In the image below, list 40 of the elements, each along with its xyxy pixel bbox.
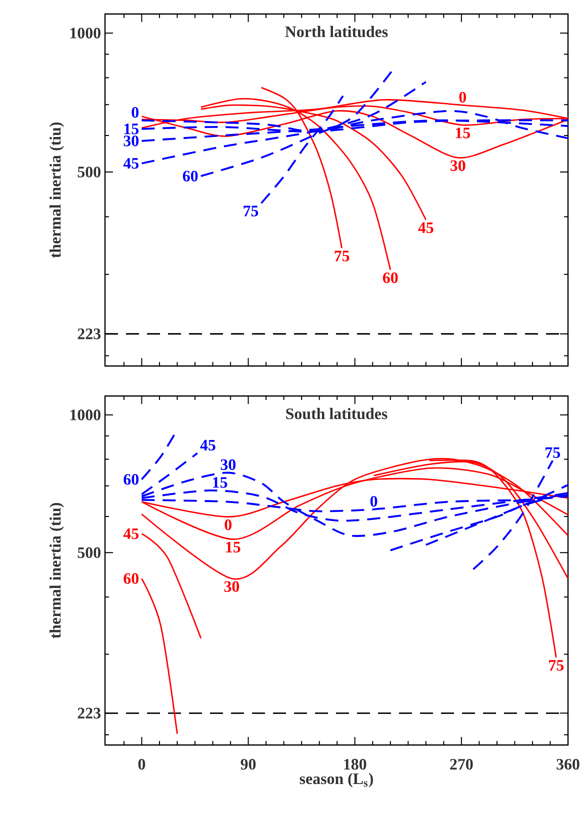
y-tick-label: 500 xyxy=(78,547,100,558)
series-label: 60 xyxy=(382,272,398,284)
x-tick-label: 90 xyxy=(240,758,256,770)
series-label: 60 xyxy=(182,170,198,182)
y-tick-label: 1000 xyxy=(70,410,100,420)
series-label: 75 xyxy=(244,206,258,216)
y-axis-title: thermal inertia (tiu) xyxy=(50,503,64,638)
text: South latitudes xyxy=(286,408,388,420)
y-tick-label: 500 xyxy=(78,166,100,178)
series-label: 45 xyxy=(200,440,216,451)
series-label: 30 xyxy=(124,136,138,146)
series-label: 75 xyxy=(549,660,564,671)
series-label: 15 xyxy=(456,128,470,138)
x-tick-label: 0 xyxy=(138,758,146,770)
x-tick-label: 180 xyxy=(344,758,366,770)
series-label: 45 xyxy=(418,222,434,234)
series-label: 75 xyxy=(546,447,560,458)
series-label: 45 xyxy=(123,158,139,169)
series-label: 0 xyxy=(459,92,466,103)
y-tick-label: 223 xyxy=(78,328,101,340)
x-axis-title: season (L$_{s}$) xyxy=(300,772,373,788)
y-tick-label: 223 xyxy=(78,708,101,718)
series-label: 30 xyxy=(450,160,466,172)
x-tick-label: 270 xyxy=(450,758,473,770)
series-label: 15 xyxy=(124,124,139,134)
series-label: 0 xyxy=(224,519,232,530)
series-label: 15 xyxy=(226,542,240,553)
series-label: 75 xyxy=(334,250,350,262)
y-tick-label: 1000 xyxy=(70,28,100,38)
series-label: 30 xyxy=(220,459,236,470)
series-label: 45 xyxy=(123,528,139,540)
text: North latitudes xyxy=(285,26,388,38)
series-label: 60 xyxy=(124,474,138,485)
series-label: 0 xyxy=(370,496,378,507)
y-axis-title: thermal inertia (tiu) xyxy=(50,122,64,258)
x-tick-label: 360 xyxy=(556,758,580,770)
series-label: 60 xyxy=(124,573,138,584)
series-label: 15 xyxy=(213,477,228,488)
series-label: 30 xyxy=(224,581,240,592)
series-label: 0 xyxy=(132,107,138,118)
